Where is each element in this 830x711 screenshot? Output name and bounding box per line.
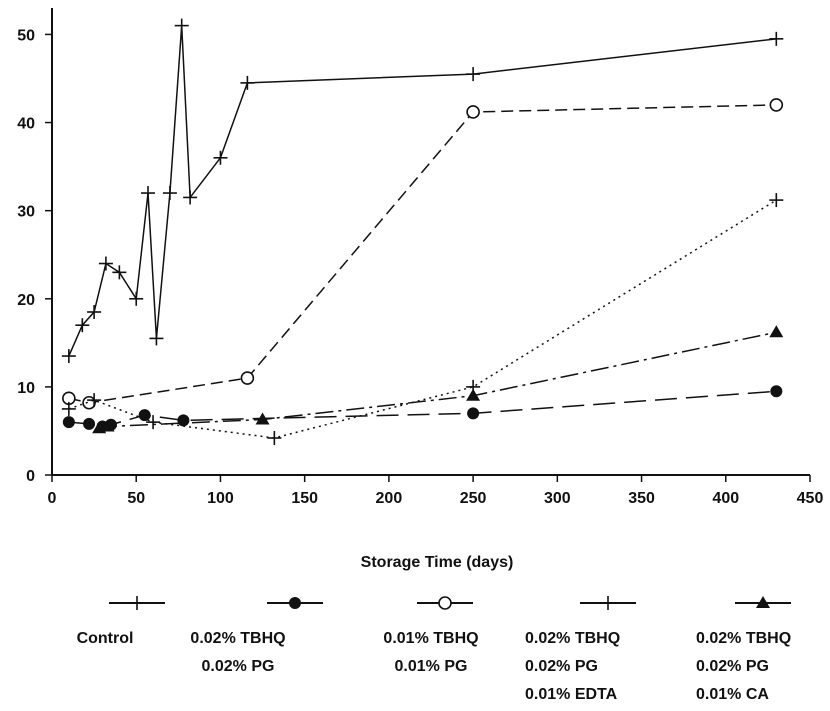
x-tick-label: 150 [291,490,318,507]
legend-label-line: 0.01% CA [696,686,769,703]
filled-circle-marker [467,407,480,420]
plus-marker [98,256,113,271]
plus-marker [87,393,102,408]
series-1-line [68,25,777,357]
legend-entry-2: 0.02% TBHQ 0.02% PG [190,597,323,675]
plus-marker [240,75,255,90]
plus-marker [769,31,784,46]
x-tick-label: 350 [628,490,655,507]
filled-triangle-marker [255,412,270,425]
series-2-line [68,390,777,428]
y-tick-label: 10 [17,380,35,397]
x-tick-label: 50 [127,490,145,507]
legend-label-line: 0.02% TBHQ [525,630,620,647]
y-tick-label: 0 [26,468,35,485]
open-circle-marker [82,395,96,410]
legend-label-line: 0.02% PG [202,658,275,675]
y-tick-label: 40 [17,116,35,133]
series-4-line [68,199,777,439]
x-tick-label: 400 [712,490,739,507]
filled-circle-marker [177,414,190,427]
open-circle-marker [466,105,480,119]
series-3-line [68,104,777,404]
plus-marker [213,150,228,165]
filled-circle-marker [62,416,75,429]
y-tick-label: 50 [17,27,35,44]
legend-label-line: 0.02% TBHQ [696,630,791,647]
series-2 [62,385,783,433]
plus-marker [174,18,189,33]
plus-marker [267,430,282,445]
legend-label-line: 0.01% PG [395,658,468,675]
y-tick-label: 30 [17,204,35,221]
plus-marker [769,193,784,208]
plus-marker [146,415,161,430]
series-5 [92,325,784,434]
filled-circle-marker [138,409,151,422]
x-tick-label: 200 [376,490,403,507]
filled-triangle-marker [466,388,481,401]
legend-entry-4: 0.02% TBHQ 0.02% PG 0.01% EDTA [525,596,636,703]
legend-entry-5: 0.02% TBHQ 0.02% PG 0.01% CA [696,596,791,703]
x-tick-label: 100 [207,490,234,507]
plus-marker [466,67,481,82]
legend-label-line: 0.01% TBHQ [383,630,478,647]
plus-marker [87,304,102,319]
open-circle-marker [240,371,255,385]
x-axis-title: Storage Time (days) [361,554,514,571]
series-5-line [99,331,777,430]
x-tick-label: 0 [48,490,57,507]
plus-marker [129,291,144,306]
series-layer [61,18,784,445]
legend-label-line: 0.02% PG [525,658,598,675]
plus-marker [162,186,177,201]
filled-circle-marker [289,597,301,609]
plus-marker [130,596,144,610]
x-tick-label: 250 [460,490,487,507]
plus-marker [141,186,156,201]
series-1 [61,18,784,364]
plus-marker [183,190,198,205]
legend-label-line: 0.02% TBHQ [190,630,285,647]
series-4 [61,193,784,445]
legend-label-line: 0.01% EDTA [525,686,618,703]
open-circle-marker [438,596,452,610]
y-tick-label: 20 [17,292,35,309]
plus-marker [75,318,90,333]
plus-marker [61,349,76,364]
legend-label-line: Control [77,630,134,647]
filled-triangle-marker [769,325,784,338]
legend-entry-1: Control [77,596,165,647]
axes: 0 50 100 150 200 250 300 350 400 450 0 10 20 30 40 50 [17,8,823,507]
plus-marker [112,265,127,280]
filled-circle-marker [770,385,783,398]
x-tick-label: 450 [797,490,824,507]
plus-marker [601,596,615,610]
filled-triangle-marker [756,596,770,608]
x-tick-label: 300 [544,490,571,507]
filled-triangle-marker [100,419,115,432]
filled-circle-marker [83,417,96,430]
series-3 [62,98,784,410]
legend-entry-3: 0.01% TBHQ 0.01% PG [383,596,479,675]
legend-label-line: 0.02% PG [696,658,769,675]
plus-marker [61,401,76,416]
plus-marker [149,331,164,346]
open-circle-marker [769,98,784,112]
